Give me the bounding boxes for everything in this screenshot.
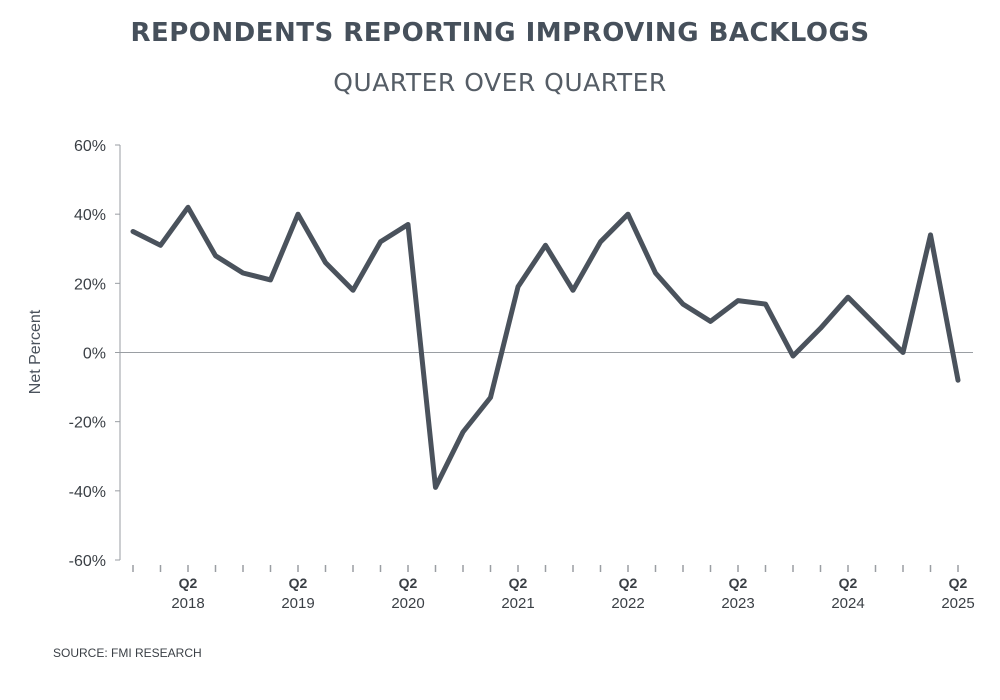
source-note: SOURCE: FMI RESEARCH xyxy=(53,646,202,660)
x-tick-quarter-label: Q2 xyxy=(729,575,748,591)
y-tick-label: 60% xyxy=(74,138,106,155)
y-axis-label: Net Percent xyxy=(27,309,44,394)
axes xyxy=(115,144,973,572)
chart-title: REPONDENTS REPORTING IMPROVING BACKLOGS xyxy=(130,18,870,48)
x-tick-year-label: 2025 xyxy=(941,595,974,612)
x-tick-quarter-label: Q2 xyxy=(399,575,418,591)
x-tick-quarter-label: Q2 xyxy=(179,575,198,591)
x-tick-quarter-label: Q2 xyxy=(949,575,968,591)
x-tick-quarter-label: Q2 xyxy=(619,575,638,591)
x-tick-year-label: 2018 xyxy=(171,595,204,612)
x-tick-year-label: 2020 xyxy=(391,595,424,612)
series-layer xyxy=(130,204,961,490)
y-tick-label: -20% xyxy=(69,415,106,432)
chart-subtitle: QUARTER OVER QUARTER xyxy=(333,68,667,97)
x-tick-quarter-label: Q2 xyxy=(839,575,858,591)
y-tick-label: -60% xyxy=(69,553,106,570)
x-tick-year-label: 2024 xyxy=(831,595,864,612)
x-tick-year-label: 2019 xyxy=(281,595,314,612)
y-tick-labels: 60% 40% 20% 0% -20% -40% -60% xyxy=(69,138,106,570)
x-tick-quarter-label: Q2 xyxy=(289,575,308,591)
y-tick-label: -40% xyxy=(69,484,106,501)
series-line xyxy=(130,204,961,490)
x-tick-quarter-label: Q2 xyxy=(509,575,528,591)
x-tick-year-label: 2023 xyxy=(721,595,754,612)
x-tick-labels: Q2 2018 Q2 2019 Q2 2020 Q2 2021 Q2 2022 Q2 2023 Q2 20… xyxy=(171,575,974,612)
y-tick-label: 40% xyxy=(74,207,106,224)
y-tick-label: 20% xyxy=(74,276,106,293)
x-tick-year-label: 2022 xyxy=(611,595,644,612)
x-tick-year-label: 2021 xyxy=(501,595,534,612)
y-tick-label: 0% xyxy=(83,346,106,363)
